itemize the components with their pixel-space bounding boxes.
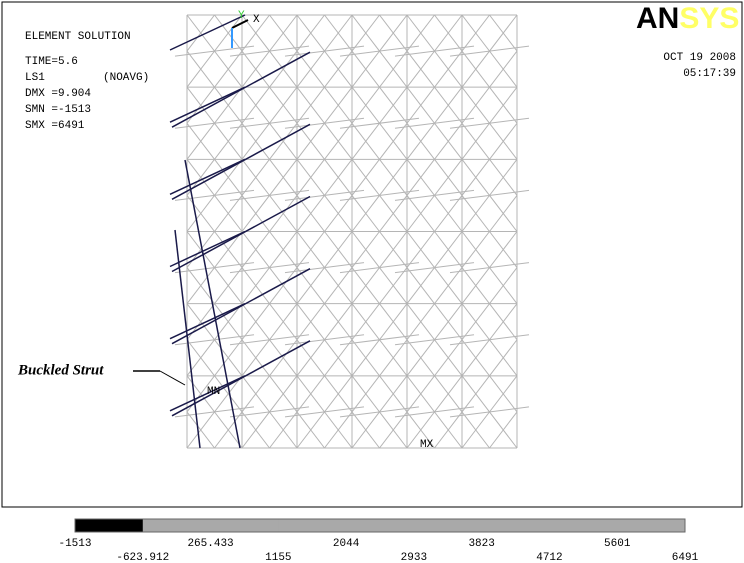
header-line: SMX =6491: [25, 120, 85, 132]
logo: ANSYS: [636, 2, 739, 35]
screen: ELEMENT SOLUTION TIME=5.6 LS1 (NOAVG) DM…: [0, 0, 744, 563]
legend-label: -623.912: [116, 552, 169, 563]
logo-dark: AN: [636, 2, 679, 35]
legend-segment: [414, 519, 482, 532]
header-line: (NOAVG): [103, 72, 149, 84]
legend-label: -1513: [58, 538, 91, 550]
min-label: MN: [207, 386, 220, 398]
legend-segment: [278, 519, 346, 532]
axis-y-label: Y: [238, 10, 245, 22]
header-title: ELEMENT SOLUTION: [25, 31, 131, 43]
legend-label: 4712: [536, 552, 562, 563]
annotation: Buckled Strut: [17, 362, 104, 378]
header-line: TIME=5.6: [25, 56, 78, 68]
date: OCT 19 2008: [663, 52, 736, 64]
legend-label: 6491: [672, 552, 699, 563]
legend-label: 5601: [604, 538, 631, 550]
header-line: LS1: [25, 72, 45, 84]
legend-segment: [75, 519, 143, 532]
legend-label: 2933: [401, 552, 427, 563]
legend-segment: [143, 519, 211, 532]
legend-segment: [549, 519, 617, 532]
legend-label: 3823: [468, 538, 494, 550]
axis-x-label: X: [253, 14, 260, 26]
logo-light: SYS: [679, 2, 739, 35]
legend-label: 1155: [265, 552, 291, 563]
legend-segment: [346, 519, 414, 532]
max-label: MX: [420, 439, 434, 451]
header-line: SMN =-1513: [25, 104, 91, 116]
legend-segment: [617, 519, 685, 532]
header-line: DMX =9.904: [25, 88, 91, 100]
background: [0, 0, 744, 563]
legend-segment: [482, 519, 550, 532]
time: 05:17:39: [683, 68, 736, 80]
legend-segment: [211, 519, 279, 532]
legend-label: 265.433: [187, 538, 233, 550]
legend-label: 2044: [333, 538, 360, 550]
